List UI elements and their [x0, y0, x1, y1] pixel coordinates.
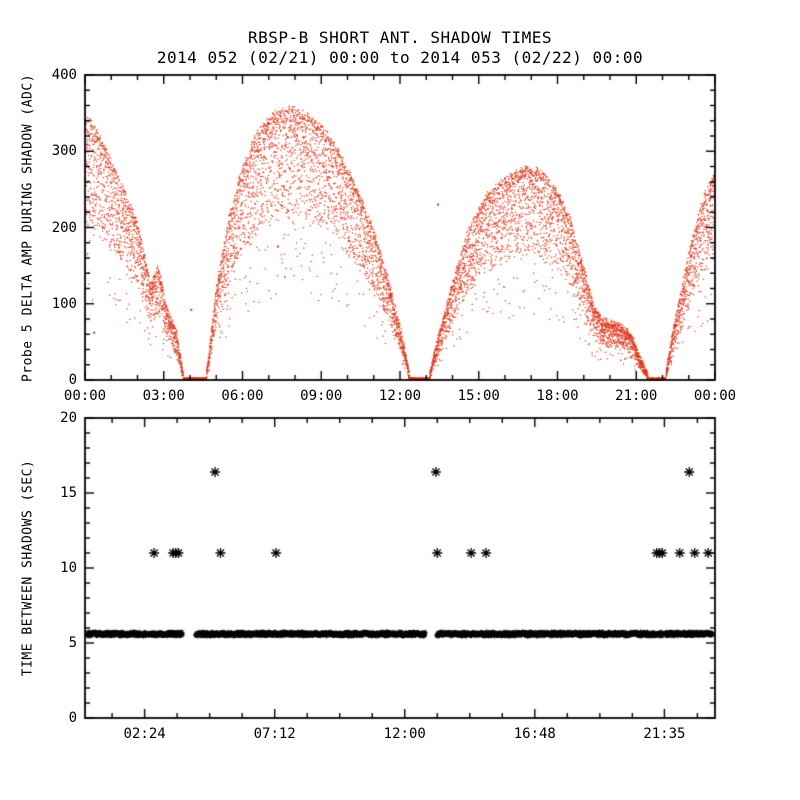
- x-tick-label: 02:24: [123, 726, 166, 742]
- y-tick-label: 100: [51, 295, 77, 312]
- x-tick-label: 21:00: [615, 388, 658, 404]
- y-tick-label: 10: [60, 560, 77, 576]
- y-tick-label: 15: [60, 485, 77, 501]
- x-tick-label: 00:00: [63, 388, 107, 404]
- y-tick-label: 300: [51, 143, 77, 160]
- top-plot-y-axis-title: Probe 5 DELTA AMP DURING SHADOW (ADC): [20, 73, 36, 383]
- x-tick-label: 07:12: [253, 726, 296, 742]
- y-tick-label: 0: [68, 710, 77, 726]
- x-tick-label: 12:00: [383, 726, 426, 742]
- x-tick-label: 12:00: [378, 388, 422, 404]
- x-tick-label: 16:48: [513, 726, 556, 742]
- y-tick-label: 200: [51, 219, 77, 236]
- x-tick-label: 00:00: [693, 388, 737, 404]
- x-tick-label: 06:00: [221, 388, 264, 404]
- x-tick-label: 21:35: [643, 726, 686, 742]
- bottom-plot-y-axis-title: TIME BETWEEN SHADOWS (SEC): [20, 459, 36, 677]
- chart-title: RBSP-B SHORT ANT. SHADOW TIMES: [248, 28, 552, 47]
- x-tick-label: 18:00: [536, 388, 579, 404]
- x-tick-label: 09:00: [300, 388, 343, 404]
- y-tick-label: 400: [51, 67, 77, 83]
- chart-subtitle: 2014 052 (02/21) 00:00 to 2014 053 (02/2…: [156, 48, 644, 67]
- y-tick-label: 5: [68, 635, 77, 651]
- y-tick-label: 0: [68, 372, 77, 388]
- y-tick-label: 20: [60, 410, 77, 426]
- x-tick-label: 03:00: [142, 388, 185, 404]
- x-tick-label: 15:00: [457, 388, 500, 404]
